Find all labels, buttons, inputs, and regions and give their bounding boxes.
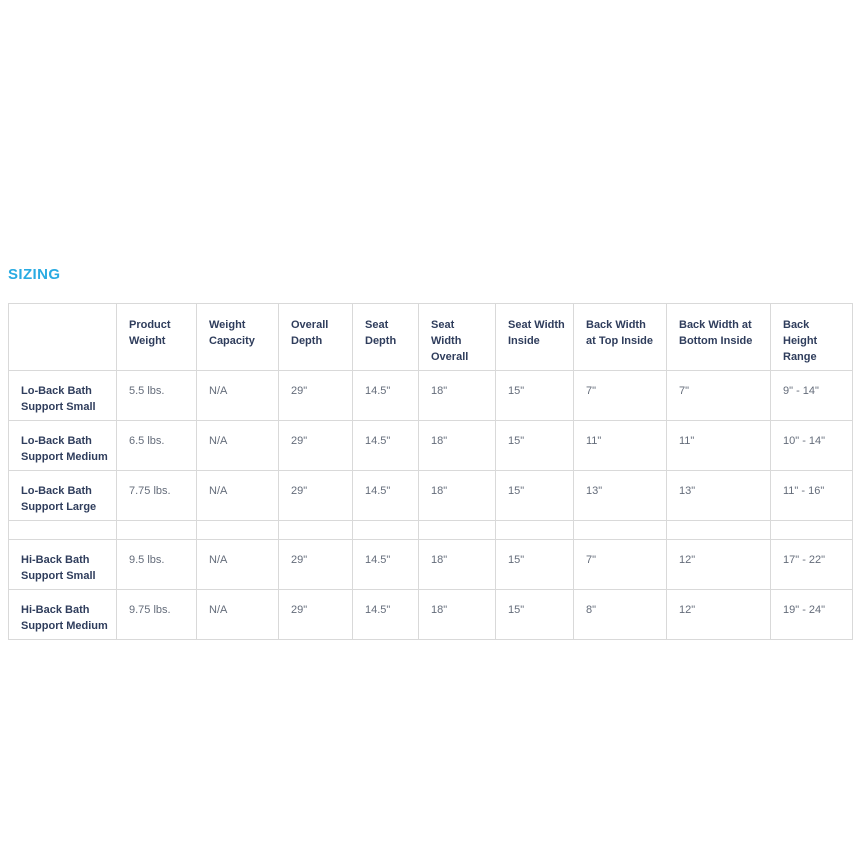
cell-value: 7.75 lbs. xyxy=(116,470,197,521)
corner-header-cell xyxy=(8,303,117,371)
spacer-row xyxy=(8,520,853,540)
table-header-row: Product Weight Weight Capacity Overall Dep… xyxy=(8,303,853,371)
spacer-cell xyxy=(196,520,279,540)
spacer-cell xyxy=(8,520,117,540)
cell-value: 7" xyxy=(666,370,771,421)
cell-value: 29" xyxy=(278,539,353,590)
cell-value: 6.5 lbs. xyxy=(116,420,197,471)
spacer-cell xyxy=(666,520,771,540)
cell-value: 18" xyxy=(418,370,496,421)
page: SIZING Product Weight Weight Capacity Over… xyxy=(8,266,853,640)
column-header: Back Height Range xyxy=(770,303,853,371)
cell-value: 17" - 22" xyxy=(770,539,853,590)
cell-value: 18" xyxy=(418,539,496,590)
cell-value: 8" xyxy=(573,589,667,640)
row-label: Hi-Back Bath Support Small xyxy=(8,539,117,590)
sizing-heading: SIZING xyxy=(8,266,61,283)
row-label: Lo-Back Bath Support Small xyxy=(8,370,117,421)
column-header: Weight Capacity xyxy=(196,303,279,371)
cell-value: N/A xyxy=(196,470,279,521)
row-label: Hi-Back Bath Support Medium xyxy=(8,589,117,640)
cell-value: N/A xyxy=(196,589,279,640)
cell-value: 14.5" xyxy=(352,470,419,521)
cell-value: 5.5 lbs. xyxy=(116,370,197,421)
cell-value: 10" - 14" xyxy=(770,420,853,471)
cell-value: 13" xyxy=(573,470,667,521)
cell-value: 15" xyxy=(495,589,574,640)
spacer-cell xyxy=(770,520,853,540)
sizing-table: Product Weight Weight Capacity Overall Dep… xyxy=(8,303,853,640)
spacer-cell xyxy=(418,520,496,540)
table-row: Hi-Back Bath Support Medium 9.75 lbs. N/A 2… xyxy=(8,589,853,640)
cell-value: 18" xyxy=(418,420,496,471)
spacer-cell xyxy=(278,520,353,540)
spacer-cell xyxy=(573,520,667,540)
cell-value: 29" xyxy=(278,370,353,421)
column-header: Seat Width Overall xyxy=(418,303,496,371)
cell-value: 18" xyxy=(418,589,496,640)
cell-value: N/A xyxy=(196,539,279,590)
column-header: Back Width at Top Inside xyxy=(573,303,667,371)
cell-value: 14.5" xyxy=(352,589,419,640)
cell-value: 11" xyxy=(573,420,667,471)
cell-value: 15" xyxy=(495,370,574,421)
cell-value: 12" xyxy=(666,589,771,640)
cell-value: 7" xyxy=(573,370,667,421)
table-row: Hi-Back Bath Support Small 9.5 lbs. N/A 29"… xyxy=(8,539,853,590)
cell-value: 15" xyxy=(495,539,574,590)
table-row: Lo-Back Bath Support Medium 6.5 lbs. N/A 29… xyxy=(8,420,853,471)
cell-value: 18" xyxy=(418,470,496,521)
cell-value: 19" - 24" xyxy=(770,589,853,640)
table-row: Lo-Back Bath Support Large 7.75 lbs. N/A 29… xyxy=(8,470,853,521)
table-body: Lo-Back Bath Support Small 5.5 lbs. N/A 29"… xyxy=(8,370,853,640)
cell-value: 11" - 16" xyxy=(770,470,853,521)
cell-value: 15" xyxy=(495,420,574,471)
spacer-cell xyxy=(495,520,574,540)
cell-value: 9" - 14" xyxy=(770,370,853,421)
table-row: Lo-Back Bath Support Small 5.5 lbs. N/A 29"… xyxy=(8,370,853,421)
row-label: Lo-Back Bath Support Large xyxy=(8,470,117,521)
cell-value: 13" xyxy=(666,470,771,521)
cell-value: 29" xyxy=(278,470,353,521)
cell-value: 14.5" xyxy=(352,420,419,471)
column-header: Product Weight xyxy=(116,303,197,371)
cell-value: N/A xyxy=(196,370,279,421)
cell-value: 29" xyxy=(278,589,353,640)
cell-value: 9.5 lbs. xyxy=(116,539,197,590)
column-header: Seat Depth xyxy=(352,303,419,371)
column-header: Seat Width Inside xyxy=(495,303,574,371)
column-header: Overall Depth xyxy=(278,303,353,371)
cell-value: 9.75 lbs. xyxy=(116,589,197,640)
cell-value: 29" xyxy=(278,420,353,471)
cell-value: 12" xyxy=(666,539,771,590)
cell-value: N/A xyxy=(196,420,279,471)
cell-value: 11" xyxy=(666,420,771,471)
spacer-cell xyxy=(116,520,197,540)
cell-value: 7" xyxy=(573,539,667,590)
cell-value: 14.5" xyxy=(352,539,419,590)
spacer-cell xyxy=(352,520,419,540)
cell-value: 14.5" xyxy=(352,370,419,421)
cell-value: 15" xyxy=(495,470,574,521)
row-label: Lo-Back Bath Support Medium xyxy=(8,420,117,471)
column-header: Back Width at Bottom Inside xyxy=(666,303,771,371)
